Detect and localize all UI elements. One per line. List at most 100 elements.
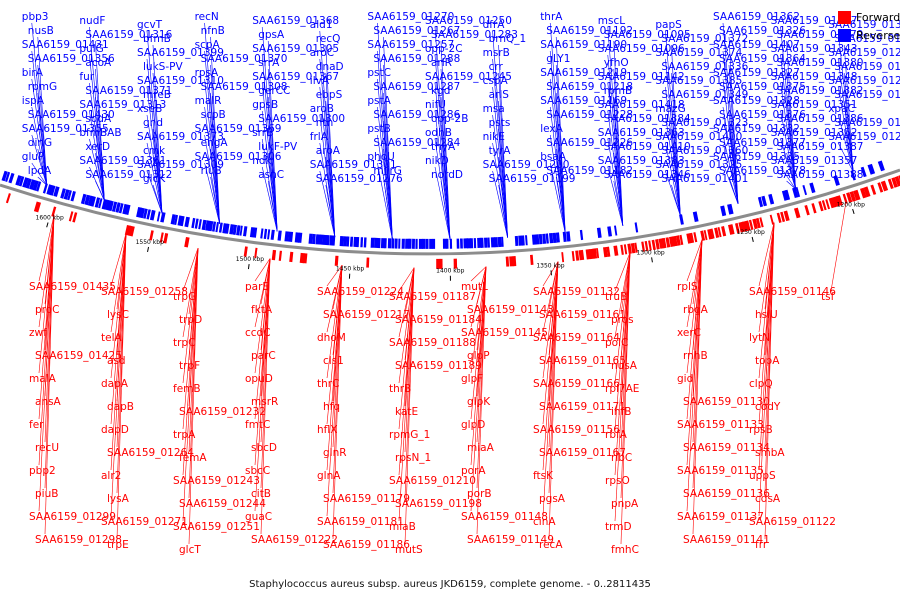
reverse-feature (387, 238, 392, 249)
reverse-feature (525, 235, 528, 246)
forward-label-leader (398, 267, 415, 338)
forward-gene-label: trpC (173, 337, 195, 349)
forward-label-leader (38, 215, 55, 466)
reverse-feature (101, 199, 108, 210)
forward-label-leader (110, 233, 127, 379)
reverse-feature (792, 187, 799, 198)
reverse-feature (42, 183, 48, 194)
forward-label-leader (110, 233, 127, 471)
forward-feature (303, 253, 308, 264)
forward-gene-label: asd (107, 355, 126, 367)
forward-gene-label: rpsB (749, 424, 773, 436)
reverse-gene-label: SAA6159_01349 (661, 89, 748, 101)
reverse-feature (70, 191, 76, 202)
reverse-feature (201, 219, 207, 231)
reverse-label-leader (325, 184, 336, 237)
forward-label-leader (758, 222, 775, 287)
reverse-gene-label: gLY1 (546, 53, 570, 65)
reverse-label-leader (325, 128, 336, 237)
reverse-gene-label: SAA6159_01228 (546, 109, 633, 121)
reverse-label-leader (267, 152, 278, 232)
reverse-label-leader (37, 92, 48, 186)
forward-feature (748, 219, 754, 230)
reverse-feature (408, 238, 412, 249)
reverse-feature (538, 234, 543, 245)
reverse-feature (781, 190, 789, 201)
reverse-feature (253, 227, 258, 238)
reverse-label-leader (267, 68, 278, 232)
forward-label-leader (614, 252, 631, 384)
reverse-gene-label: pbp3 (22, 11, 49, 23)
forward-gene-label: SAA6159_01243 (173, 475, 260, 487)
reverse-feature (727, 203, 734, 215)
forward-gene-label: rpsO (605, 475, 630, 487)
forward-feature (880, 180, 889, 192)
forward-label-leader (758, 222, 775, 517)
forward-gene-label: femA (179, 452, 207, 464)
forward-gene-label: SAA6159_01167 (539, 447, 626, 459)
reverse-label-leader (555, 148, 566, 233)
forward-gene-label: rpmG_1 (389, 429, 430, 441)
forward-label-leader (110, 233, 127, 287)
reverse-label-leader (555, 176, 566, 233)
forward-label-leader (188, 248, 199, 545)
reverse-gene-label: opp-2C (425, 43, 463, 55)
reverse-gene-label: SAA6159_01292 (834, 89, 900, 101)
reverse-gene-label: SAA6159_01376 (719, 109, 806, 121)
reverse-gene-label: SAA6159_01418 (598, 99, 685, 111)
forward-gene-label: SAA6159_01156 (533, 424, 620, 436)
forward-gene-label: SAA6159_01149 (467, 534, 554, 546)
reverse-label-leader (95, 68, 105, 201)
forward-feature (769, 214, 774, 225)
forward-gene-label: rbfA (605, 429, 628, 441)
forward-label-leader (110, 233, 127, 517)
reverse-label-leader (786, 96, 796, 190)
scale-tick (247, 264, 250, 270)
reverse-feature (67, 190, 72, 201)
reverse-gene-label: ald1 (310, 19, 333, 31)
forward-label-leader (470, 266, 487, 512)
forward-feature (613, 245, 619, 256)
reverse-feature (308, 233, 313, 244)
reverse-label-leader (786, 180, 796, 190)
reverse-feature (579, 229, 584, 241)
reverse-feature (549, 233, 554, 244)
forward-feature (891, 177, 898, 188)
forward-feature (68, 211, 74, 222)
forward-label-leader (398, 267, 415, 384)
reverse-label-leader (613, 180, 624, 226)
reverse-gene-label: pulG (79, 43, 103, 55)
forward-gene-label: parE (245, 281, 269, 293)
reverse-gene-label: SAA6159_01337 (771, 15, 858, 27)
reverse-feature (384, 238, 387, 249)
forward-gene-label: fktA (251, 304, 273, 316)
reverse-label-leader (837, 30, 854, 172)
reverse-feature (360, 237, 364, 248)
forward-feature (662, 237, 667, 249)
reverse-feature (87, 195, 95, 207)
forward-gene-label: rnhB (683, 350, 708, 362)
forward-gene-label: telA (101, 332, 122, 344)
reverse-feature (432, 238, 436, 249)
reverse-gene-label: SAA6159_01383 (598, 155, 685, 167)
reverse-gene-label: SAA6159_01388 (777, 169, 864, 181)
forward-gene-label: mutS (395, 544, 423, 556)
reverse-gene-label: SAA6159_01387 (777, 141, 864, 153)
reverse-feature (497, 236, 502, 248)
forward-feature (436, 258, 441, 269)
reverse-feature (480, 237, 484, 248)
reverse-label-leader (325, 100, 336, 237)
forward-label-leader (116, 233, 127, 540)
forward-label-leader (686, 239, 703, 328)
forward-gene-label: tsf (821, 291, 835, 303)
forward-feature (776, 212, 782, 223)
reverse-feature (318, 234, 324, 245)
forward-gene-label: SAA6159_01132 (533, 286, 620, 298)
forward-gene-label: hflX (317, 424, 337, 436)
forward-feature (149, 230, 154, 241)
forward-gene-label: opuD (245, 373, 273, 385)
reverse-gene-label: yfhO (604, 57, 629, 69)
scale-tick (852, 208, 855, 215)
forward-feature (651, 239, 656, 250)
reverse-gene-label: SAA6159_01287 (373, 81, 460, 93)
